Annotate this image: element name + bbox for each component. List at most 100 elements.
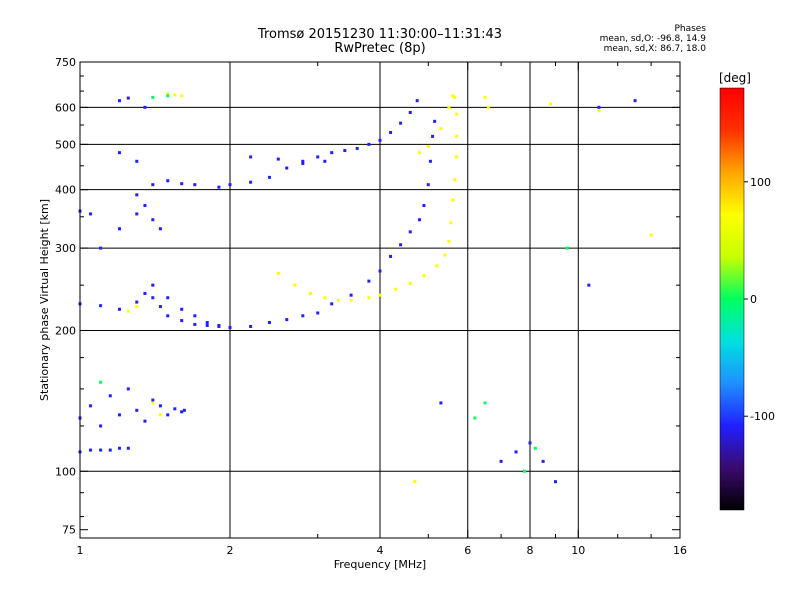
y-tick-label: 300	[55, 242, 76, 255]
echo-series	[78, 96, 637, 484]
echo-point	[389, 254, 393, 258]
echo-point	[135, 159, 139, 163]
echo-point	[126, 446, 130, 450]
y-tick-label: 100	[55, 465, 76, 478]
echo-point	[553, 480, 557, 484]
echo-point	[151, 398, 155, 402]
echo-point	[135, 300, 139, 304]
echo-point	[126, 387, 130, 391]
echo-point	[422, 204, 426, 208]
echo-point	[514, 450, 518, 454]
echo-point	[166, 296, 170, 300]
echo-point	[486, 105, 490, 109]
phase-stats-x-mode: mean, sd,X: 86.7, 18.0	[603, 44, 706, 54]
echo-point	[108, 448, 112, 452]
echo-point	[422, 274, 426, 278]
y-tick-label: 400	[55, 184, 76, 197]
echo-point	[439, 127, 443, 131]
echo-point	[217, 185, 221, 189]
echo-points	[78, 92, 653, 484]
echo-point	[217, 323, 221, 327]
echo-point	[473, 416, 477, 420]
echo-point	[415, 99, 419, 103]
echo-point	[293, 283, 297, 287]
y-axis-label: Stationary phase Virtual Height [km]	[38, 199, 51, 401]
echo-point	[151, 95, 155, 99]
echo-point	[180, 307, 184, 311]
echo-point	[367, 296, 371, 300]
echo-point	[316, 311, 320, 315]
echo-point	[135, 212, 139, 216]
echo-point	[301, 314, 305, 318]
x-tick-label: 10	[571, 544, 585, 557]
echo-point	[166, 314, 170, 318]
phase-stats-heading: Phases	[674, 24, 706, 34]
echo-point	[431, 134, 435, 138]
grid-lines	[80, 62, 680, 538]
echo-point	[166, 92, 170, 96]
echo-point	[565, 246, 569, 250]
echo-point	[117, 413, 121, 417]
x-tick-label: 16	[673, 544, 687, 557]
echo-point	[228, 325, 232, 329]
echo-point	[378, 138, 382, 142]
echo-point	[343, 149, 347, 153]
echo-point	[166, 94, 170, 98]
echo-point	[394, 287, 398, 291]
echo-point	[523, 469, 527, 473]
axis-ticks: 1 2 4 6 8 10 16 75 100 200 300 400 500 600 750	[55, 56, 687, 557]
echo-point	[451, 94, 455, 98]
echo-point	[447, 239, 451, 243]
echo-point	[455, 155, 459, 159]
echo-point	[417, 218, 421, 222]
echo-point	[649, 233, 653, 237]
echo-point	[597, 109, 601, 113]
x-tick-label: 8	[527, 544, 534, 557]
echo-point	[435, 264, 439, 268]
echo-point	[89, 404, 93, 408]
echo-point	[117, 151, 121, 155]
echo-point	[158, 227, 162, 231]
echo-point	[151, 296, 155, 300]
echo-point	[541, 459, 545, 463]
echo-point	[158, 305, 162, 309]
echo-point	[89, 212, 93, 216]
echo-point	[408, 282, 412, 286]
echo-point	[143, 105, 147, 109]
echo-point	[483, 401, 487, 405]
echo-point	[151, 401, 155, 405]
echo-point	[308, 291, 312, 295]
echo-point	[135, 193, 139, 197]
echo-point	[483, 95, 487, 99]
echo-point	[378, 293, 382, 297]
echo-point	[180, 182, 184, 186]
echo-series	[126, 92, 653, 484]
echo-point	[330, 302, 334, 306]
echo-point	[285, 166, 289, 170]
echo-point	[99, 380, 103, 384]
echo-point	[389, 131, 393, 135]
echo-point	[447, 105, 451, 109]
echo-point	[205, 321, 209, 325]
echo-point	[89, 448, 93, 452]
echo-point	[336, 298, 340, 302]
echo-point	[158, 404, 162, 408]
echo-point	[455, 112, 459, 116]
echo-point	[355, 146, 359, 150]
echo-point	[367, 279, 371, 283]
y-tick-label: 750	[55, 56, 76, 69]
echo-point	[587, 283, 591, 287]
y-tick-label: 500	[55, 138, 76, 151]
colorbar-label: [deg]	[719, 71, 751, 85]
echo-point	[151, 183, 155, 187]
echo-point	[367, 142, 371, 146]
echo-point	[205, 323, 209, 327]
echo-point	[285, 318, 289, 322]
echo-point	[443, 253, 447, 257]
echo-point	[117, 446, 121, 450]
echo-point	[330, 151, 334, 155]
echo-point	[182, 408, 186, 412]
echo-point	[135, 305, 139, 309]
echo-point	[249, 155, 253, 159]
colorbar-ticks: -100 0 100	[744, 176, 775, 423]
